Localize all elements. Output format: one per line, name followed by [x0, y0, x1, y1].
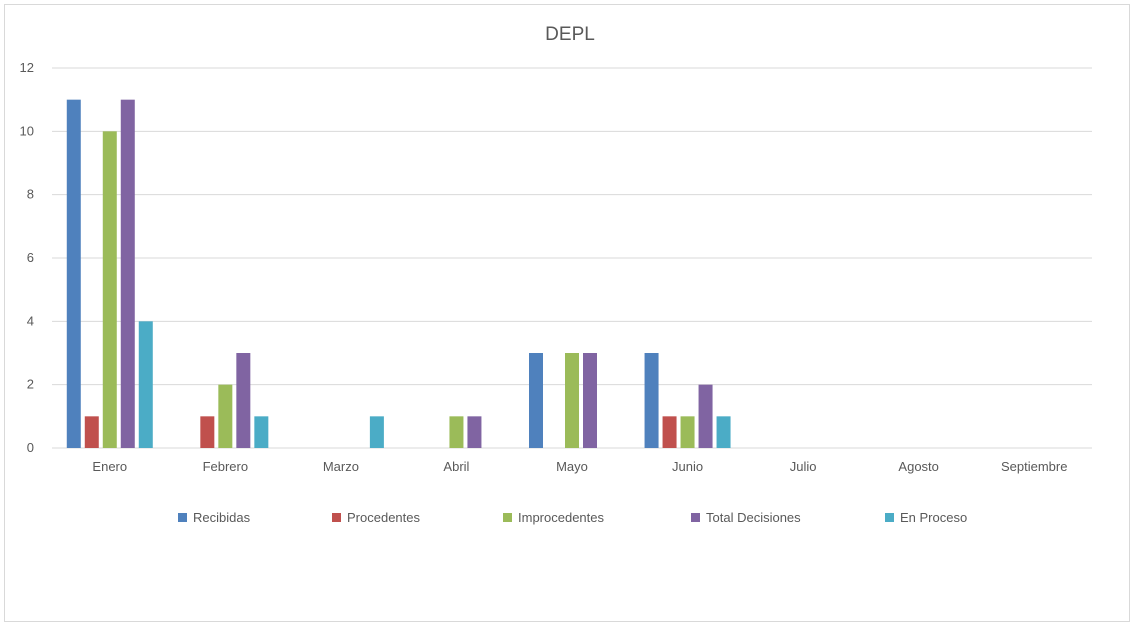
legend: Recibidas Procedentes Improcedentes Total D…	[178, 510, 967, 525]
bar-en-proceso	[254, 416, 269, 448]
y-tick-label: 2	[27, 377, 34, 392]
y-tick-label: 12	[20, 60, 34, 75]
x-tick-label: Julio	[790, 459, 817, 474]
x-tick-label: Enero	[92, 459, 127, 474]
bar-improcedentes	[565, 353, 579, 448]
legend-label: En Proceso	[900, 510, 967, 525]
bar-procedentes	[662, 416, 677, 448]
legend-label: Total Decisiones	[706, 510, 801, 525]
bars	[66, 99, 731, 449]
legend-swatch	[691, 513, 700, 522]
bar-total-decisiones	[698, 384, 713, 448]
y-tick-label: 8	[27, 187, 34, 202]
bar-en-proceso	[369, 416, 384, 448]
bar-en-proceso	[716, 416, 731, 448]
x-tick-label: Febrero	[203, 459, 249, 474]
legend-label: Improcedentes	[518, 510, 604, 525]
bar-total-decisiones	[236, 353, 251, 448]
x-axis-ticks: Enero Febrero Marzo Abril Mayo Junio Julio Agos…	[92, 459, 1067, 474]
bar-procedentes	[84, 416, 99, 448]
legend-swatch	[885, 513, 894, 522]
bar-procedentes	[200, 416, 215, 448]
legend-swatch	[332, 513, 341, 522]
legend-swatch	[178, 513, 187, 522]
y-axis-ticks: 0 2 4 6 8 10 12	[20, 60, 34, 455]
bar-recibidas	[529, 353, 543, 448]
y-tick-label: 10	[20, 123, 34, 138]
x-tick-label: Abril	[443, 459, 469, 474]
bar-recibidas	[66, 99, 81, 449]
y-tick-label: 4	[27, 313, 34, 328]
bar-improcedentes	[218, 384, 233, 448]
bar-improcedentes	[680, 416, 695, 448]
bar-total-decisiones	[120, 99, 135, 449]
x-tick-label: Mayo	[556, 459, 588, 474]
bar-total-decisiones	[583, 353, 597, 448]
legend-swatch	[503, 513, 512, 522]
x-tick-label: Septiembre	[1001, 459, 1067, 474]
bar-improcedentes	[102, 131, 117, 449]
chart-frame	[4, 4, 1130, 622]
bar-total-decisiones	[467, 416, 482, 448]
legend-label: Procedentes	[347, 510, 420, 525]
y-tick-label: 0	[27, 440, 34, 455]
chart-title: DEPL	[545, 24, 595, 45]
x-tick-label: Junio	[672, 459, 703, 474]
legend-label: Recibidas	[193, 510, 251, 525]
bar-en-proceso	[138, 321, 153, 448]
y-tick-label: 6	[27, 250, 34, 265]
bar-improcedentes	[449, 416, 464, 448]
bar-recibidas	[644, 353, 659, 448]
x-tick-label: Agosto	[898, 459, 938, 474]
x-tick-label: Marzo	[323, 459, 359, 474]
